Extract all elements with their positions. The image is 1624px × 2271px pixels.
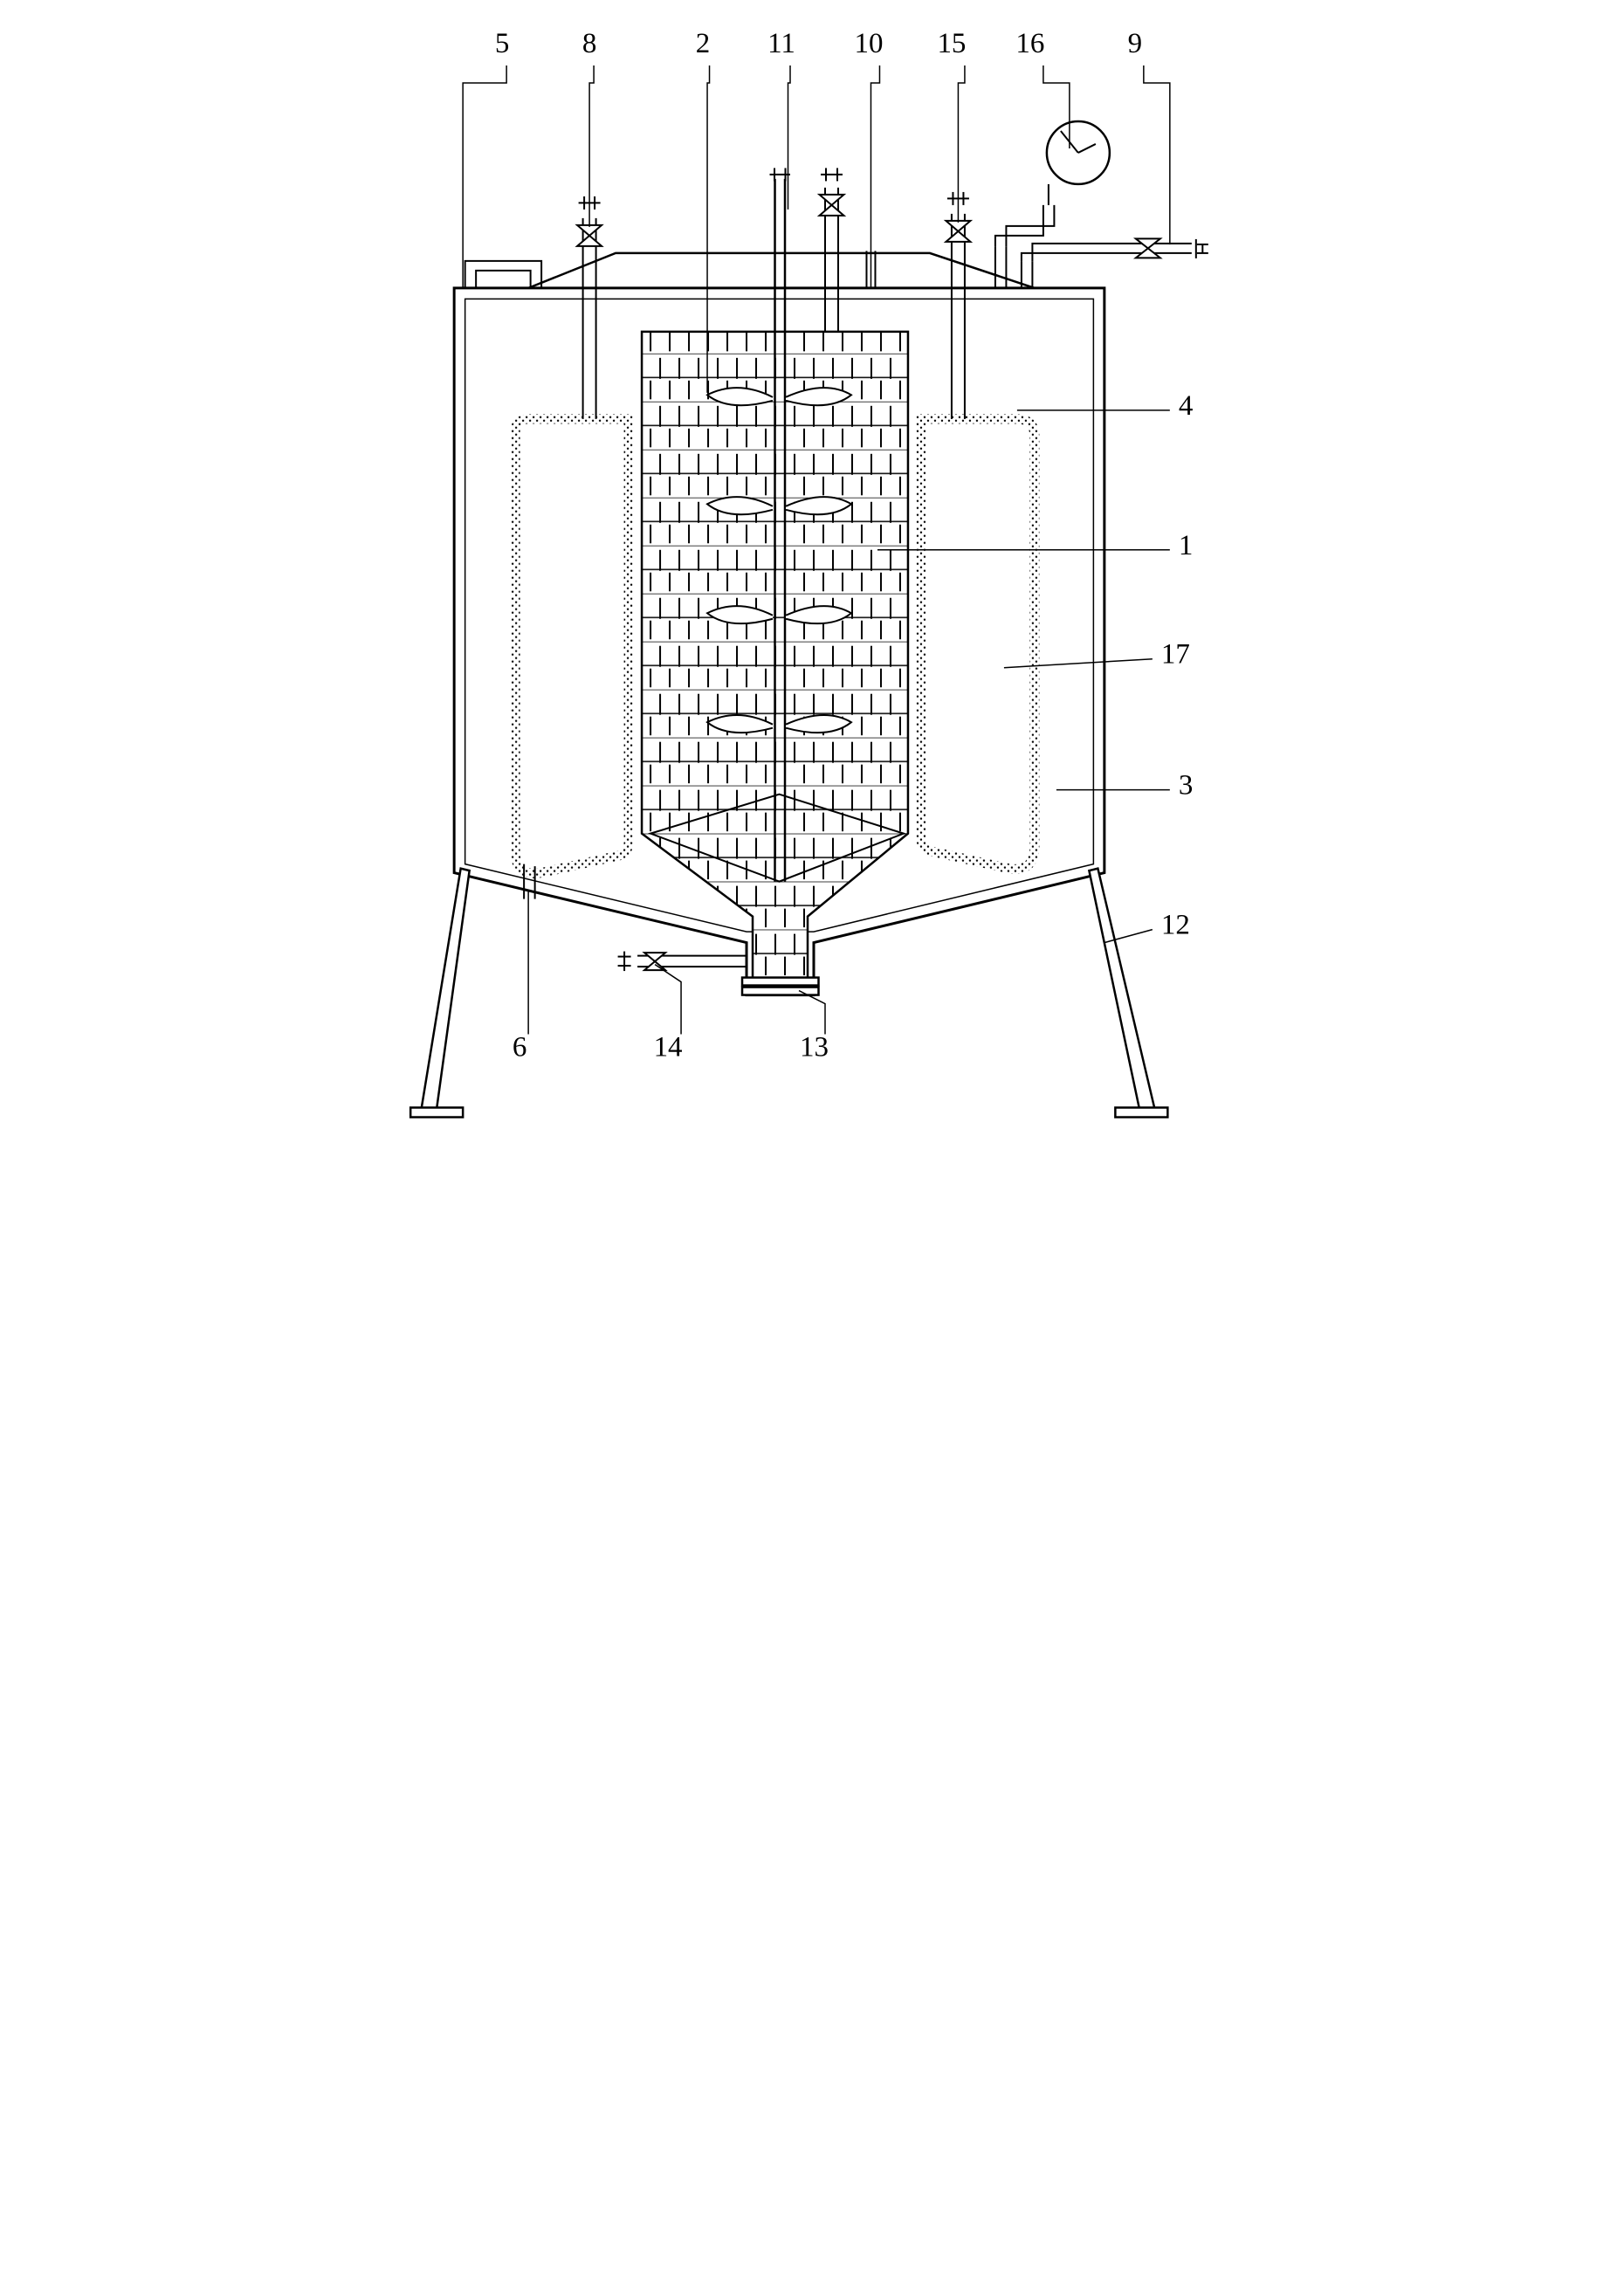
label-L3: 3 [1179,770,1193,802]
label-L10: 10 [854,28,883,59]
labels-right: 4 1 17 3 12 [1161,390,1193,941]
label-L14: 14 [654,1032,683,1063]
leader-line [655,965,681,1035]
leader-line [799,991,825,1035]
label-L17: 17 [1161,639,1190,671]
jacket-chamber-right [921,419,1035,870]
valve-15 [946,221,970,242]
label-L12: 12 [1161,910,1190,941]
leader-line [1144,65,1170,244]
label-L5: 5 [495,28,509,59]
label-L8: 8 [582,28,596,59]
label-L16: 16 [1015,28,1044,59]
label-L9: 9 [1128,28,1142,59]
outer-lid [528,253,1035,288]
label-L2: 2 [696,28,710,59]
labels-bottom: 6 14 13 [513,1032,829,1063]
leader-line [463,65,506,288]
gauge-assembly [995,121,1208,288]
leader-line [788,65,790,210]
pipe-5 [465,261,541,288]
valve-8 [577,225,602,246]
labels-top: 5 8 2 11 10 15 16 9 [495,28,1142,59]
label-L4: 4 [1179,390,1193,422]
label-L6: 6 [513,1032,526,1063]
label-L15: 15 [937,28,966,59]
drain-pipe [618,952,747,971]
jacket-chamber-left [515,419,629,874]
label-L1: 1 [1179,530,1193,561]
label-L13: 13 [800,1032,829,1063]
bottom-flange [742,978,818,995]
label-L11: 11 [767,28,795,59]
